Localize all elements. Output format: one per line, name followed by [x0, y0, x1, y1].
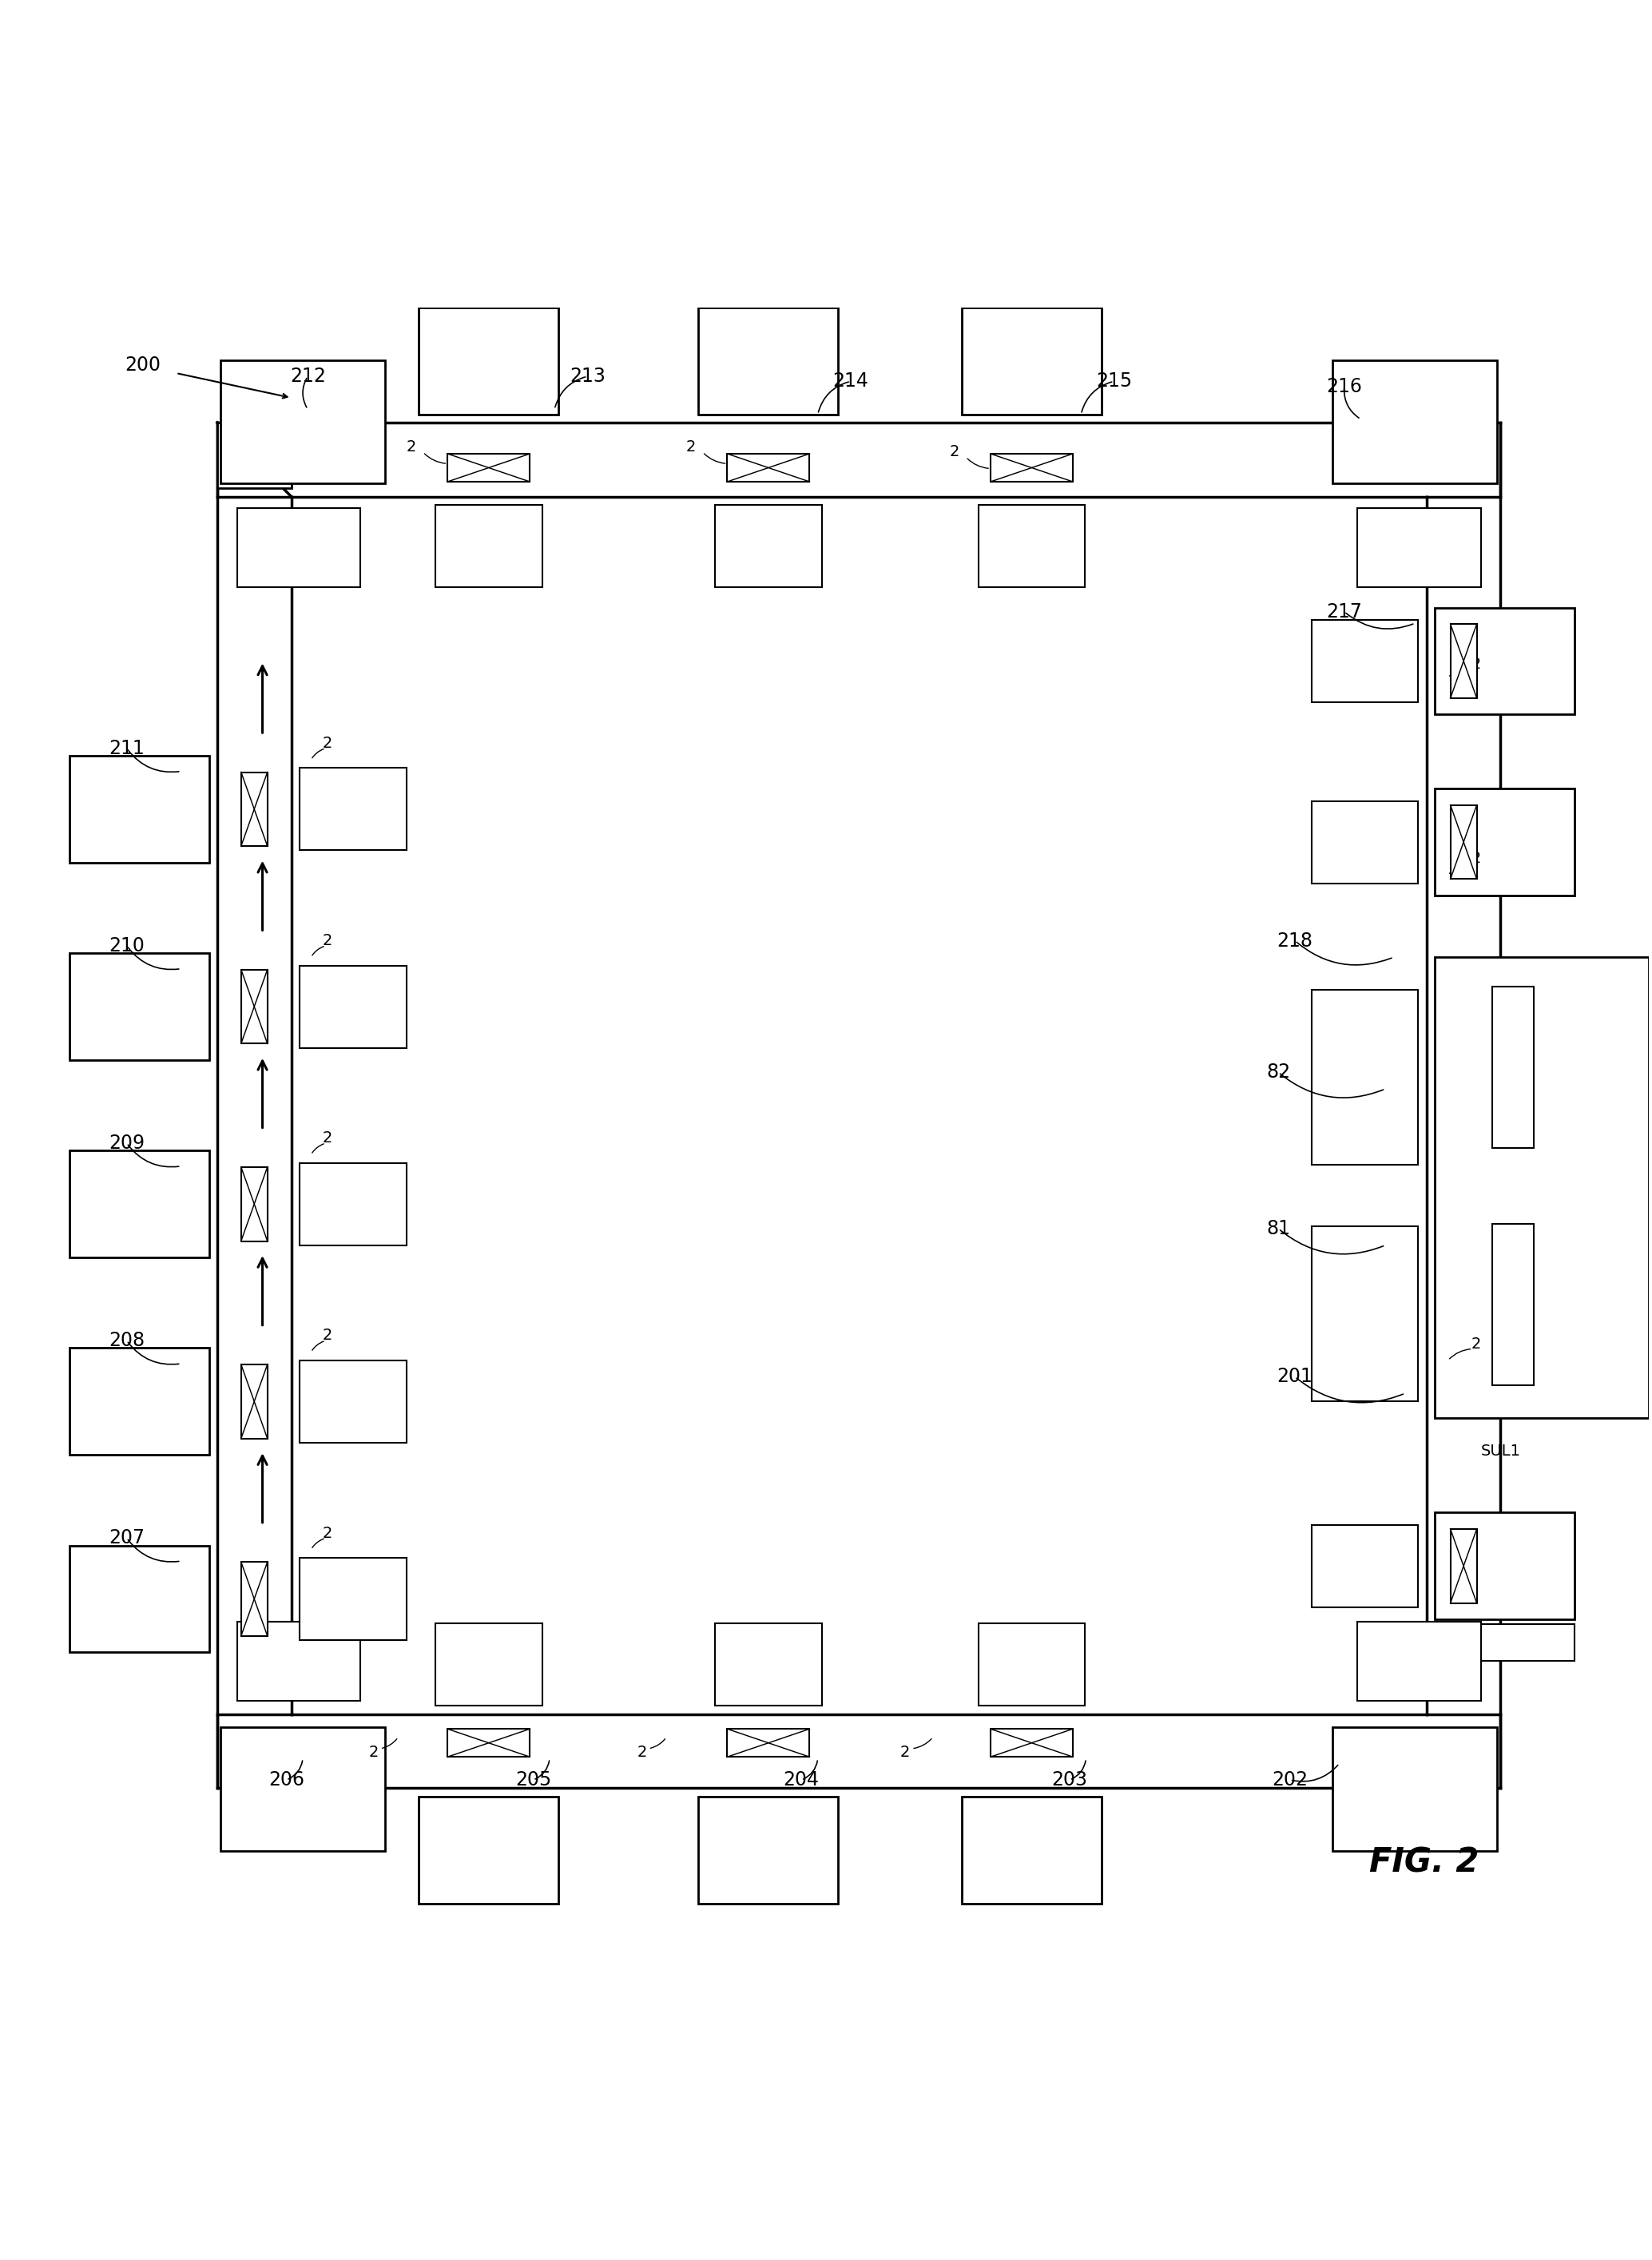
Bar [1450, 1530, 1477, 1602]
Bar [727, 1729, 809, 1756]
Bar [299, 768, 406, 850]
Bar [69, 755, 210, 863]
Text: 217: 217 [1327, 601, 1363, 622]
Bar [241, 1562, 268, 1636]
Bar [241, 1166, 268, 1241]
Text: 2: 2 [322, 1130, 332, 1146]
Text: 210: 210 [109, 936, 145, 956]
Bar [1450, 805, 1477, 879]
Text: 200: 200 [126, 355, 162, 375]
Text: 2: 2 [322, 1526, 332, 1541]
Text: 209: 209 [109, 1135, 145, 1153]
Bar [241, 970, 268, 1044]
Bar [699, 307, 838, 414]
Text: 82: 82 [1267, 1062, 1290, 1083]
Bar [1312, 1227, 1419, 1401]
Bar [448, 1729, 530, 1756]
Text: SUL1: SUL1 [1480, 1444, 1520, 1458]
Bar [1436, 958, 1649, 1417]
Text: 205: 205 [515, 1770, 552, 1790]
Text: 2: 2 [1470, 658, 1480, 671]
Text: 2: 2 [1470, 852, 1480, 866]
Bar [961, 307, 1102, 414]
Bar [299, 1557, 406, 1641]
Text: 208: 208 [109, 1331, 145, 1349]
Text: 202: 202 [1272, 1770, 1308, 1790]
Bar [1312, 619, 1419, 703]
Text: 2: 2 [686, 438, 695, 454]
Text: 2: 2 [636, 1745, 646, 1761]
Text: 218: 218 [1277, 931, 1313, 951]
Bar [299, 1361, 406, 1442]
Bar [1333, 359, 1497, 484]
Text: 2: 2 [900, 1745, 910, 1761]
Bar [418, 307, 558, 414]
Bar [69, 1546, 210, 1652]
Bar [991, 1729, 1072, 1756]
Text: 2: 2 [1470, 1336, 1480, 1351]
Bar [236, 1623, 360, 1702]
Bar [299, 1164, 406, 1245]
Text: FIG. 2: FIG. 2 [1370, 1846, 1479, 1878]
Bar [1436, 789, 1574, 895]
Bar [1358, 508, 1480, 588]
Bar [69, 1150, 210, 1257]
Bar [1450, 624, 1477, 698]
Bar [220, 1727, 385, 1851]
Text: 2: 2 [322, 933, 332, 949]
Bar [978, 504, 1085, 588]
Text: 215: 215 [1095, 371, 1132, 391]
Bar [434, 1623, 542, 1706]
Bar [991, 454, 1072, 481]
Bar [1312, 800, 1419, 884]
Bar [1436, 1512, 1574, 1620]
Text: 201: 201 [1277, 1367, 1313, 1385]
Bar [715, 504, 823, 588]
Bar [434, 504, 542, 588]
Bar [1333, 1727, 1497, 1851]
Bar [1436, 608, 1574, 714]
Bar [1312, 1526, 1419, 1607]
Text: 206: 206 [268, 1770, 304, 1790]
Text: 2: 2 [322, 737, 332, 750]
Bar [699, 1797, 838, 1903]
Bar [69, 1347, 210, 1455]
Text: 2: 2 [322, 1329, 332, 1342]
Text: 2: 2 [406, 438, 416, 454]
Text: 213: 213 [570, 366, 605, 386]
Bar [69, 954, 210, 1060]
Bar [978, 1623, 1085, 1706]
Text: 211: 211 [109, 739, 145, 757]
Bar [1312, 990, 1419, 1164]
Text: 2: 2 [368, 1745, 378, 1761]
Bar [1492, 988, 1533, 1148]
Bar [1358, 1623, 1480, 1702]
Bar [236, 508, 360, 588]
Bar [241, 773, 268, 845]
Bar [220, 359, 385, 484]
Bar [418, 1797, 558, 1903]
Text: 207: 207 [109, 1528, 145, 1548]
Bar [715, 1623, 823, 1706]
Bar [241, 1365, 268, 1440]
Bar [1492, 1223, 1533, 1385]
Text: 203: 203 [1052, 1770, 1087, 1790]
Bar [216, 423, 291, 488]
Bar [961, 1797, 1102, 1903]
Bar [1436, 1625, 1574, 1661]
Text: 216: 216 [1327, 377, 1363, 396]
Text: 2: 2 [950, 445, 960, 459]
Bar [448, 454, 530, 481]
Text: 212: 212 [289, 366, 325, 386]
Text: 81: 81 [1267, 1218, 1290, 1238]
Bar [299, 965, 406, 1049]
Bar [727, 454, 809, 481]
Text: 204: 204 [783, 1770, 819, 1790]
Text: 214: 214 [833, 371, 869, 391]
